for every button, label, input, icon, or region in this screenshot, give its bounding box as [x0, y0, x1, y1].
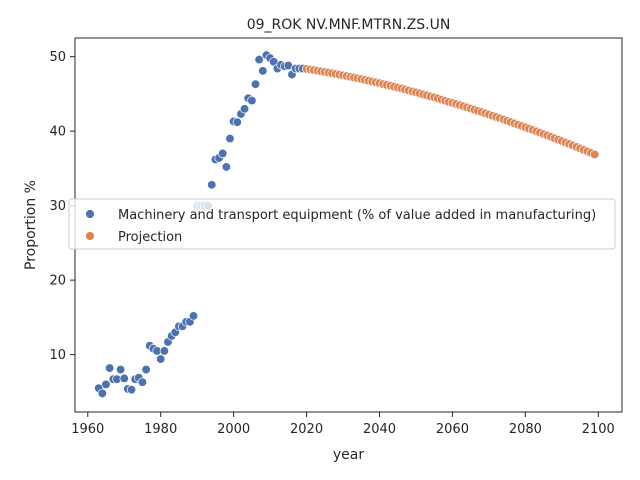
legend-frame: [68, 198, 616, 250]
x-tick-label: 2100: [582, 422, 615, 437]
data-point-actual: [232, 117, 242, 127]
data-point-actual: [119, 373, 129, 384]
data-point-actual: [156, 354, 166, 364]
data-point-actual: [254, 54, 264, 65]
data-point-actual: [141, 364, 151, 375]
y-tick-label: 10: [49, 348, 66, 363]
y-tick-label: 30: [49, 199, 66, 214]
axis-ticks: 1960 1980 2000 2020 2040 2060 2080 2100 10 20 30 40…: [49, 50, 614, 437]
data-point-actual: [258, 66, 268, 76]
data-point-actual: [104, 363, 115, 373]
data-point-actual: [221, 162, 231, 172]
data-point-actual: [247, 95, 257, 106]
y-tick-label: 40: [49, 125, 66, 140]
x-axis-label: year: [333, 447, 364, 463]
data-point-actual: [97, 388, 107, 399]
data-point-actual: [188, 311, 199, 321]
data-point-actual: [225, 133, 235, 144]
legend-marker-actual: [85, 209, 95, 219]
legend-marker-projection: [85, 231, 95, 241]
x-tick-label: 2020: [290, 422, 323, 437]
legend-label-projection: Projection: [118, 230, 182, 245]
x-tick-label: 2080: [509, 422, 542, 437]
chart-title: 09_ROK NV.MNF.MTRN.ZS.UN: [247, 17, 451, 33]
data-point-actual: [115, 364, 126, 375]
data-point-actual: [250, 79, 261, 89]
data-point-actual: [218, 148, 228, 159]
plot-area: [94, 50, 600, 399]
x-tick-label: 1980: [144, 422, 177, 437]
data-point-actual: [126, 384, 137, 395]
legend-label-actual: Machinery and transport equipment (% of …: [118, 208, 596, 223]
y-tick-label: 50: [49, 50, 66, 65]
data-point-actual: [207, 180, 217, 190]
x-tick-label: 1960: [71, 422, 104, 437]
legend: Machinery and transport equipment (% of …: [68, 198, 616, 250]
x-tick-label: 2060: [436, 422, 469, 437]
x-tick-label: 2040: [363, 422, 396, 437]
data-point-actual: [137, 377, 148, 387]
y-tick-label: 20: [49, 274, 66, 289]
y-axis-label: Proportion %: [23, 180, 39, 270]
data-point-actual: [239, 104, 250, 114]
data-point-actual: [101, 379, 111, 390]
data-point-projection: [590, 149, 600, 160]
data-point-actual: [159, 346, 169, 356]
x-tick-label: 2000: [217, 422, 250, 437]
